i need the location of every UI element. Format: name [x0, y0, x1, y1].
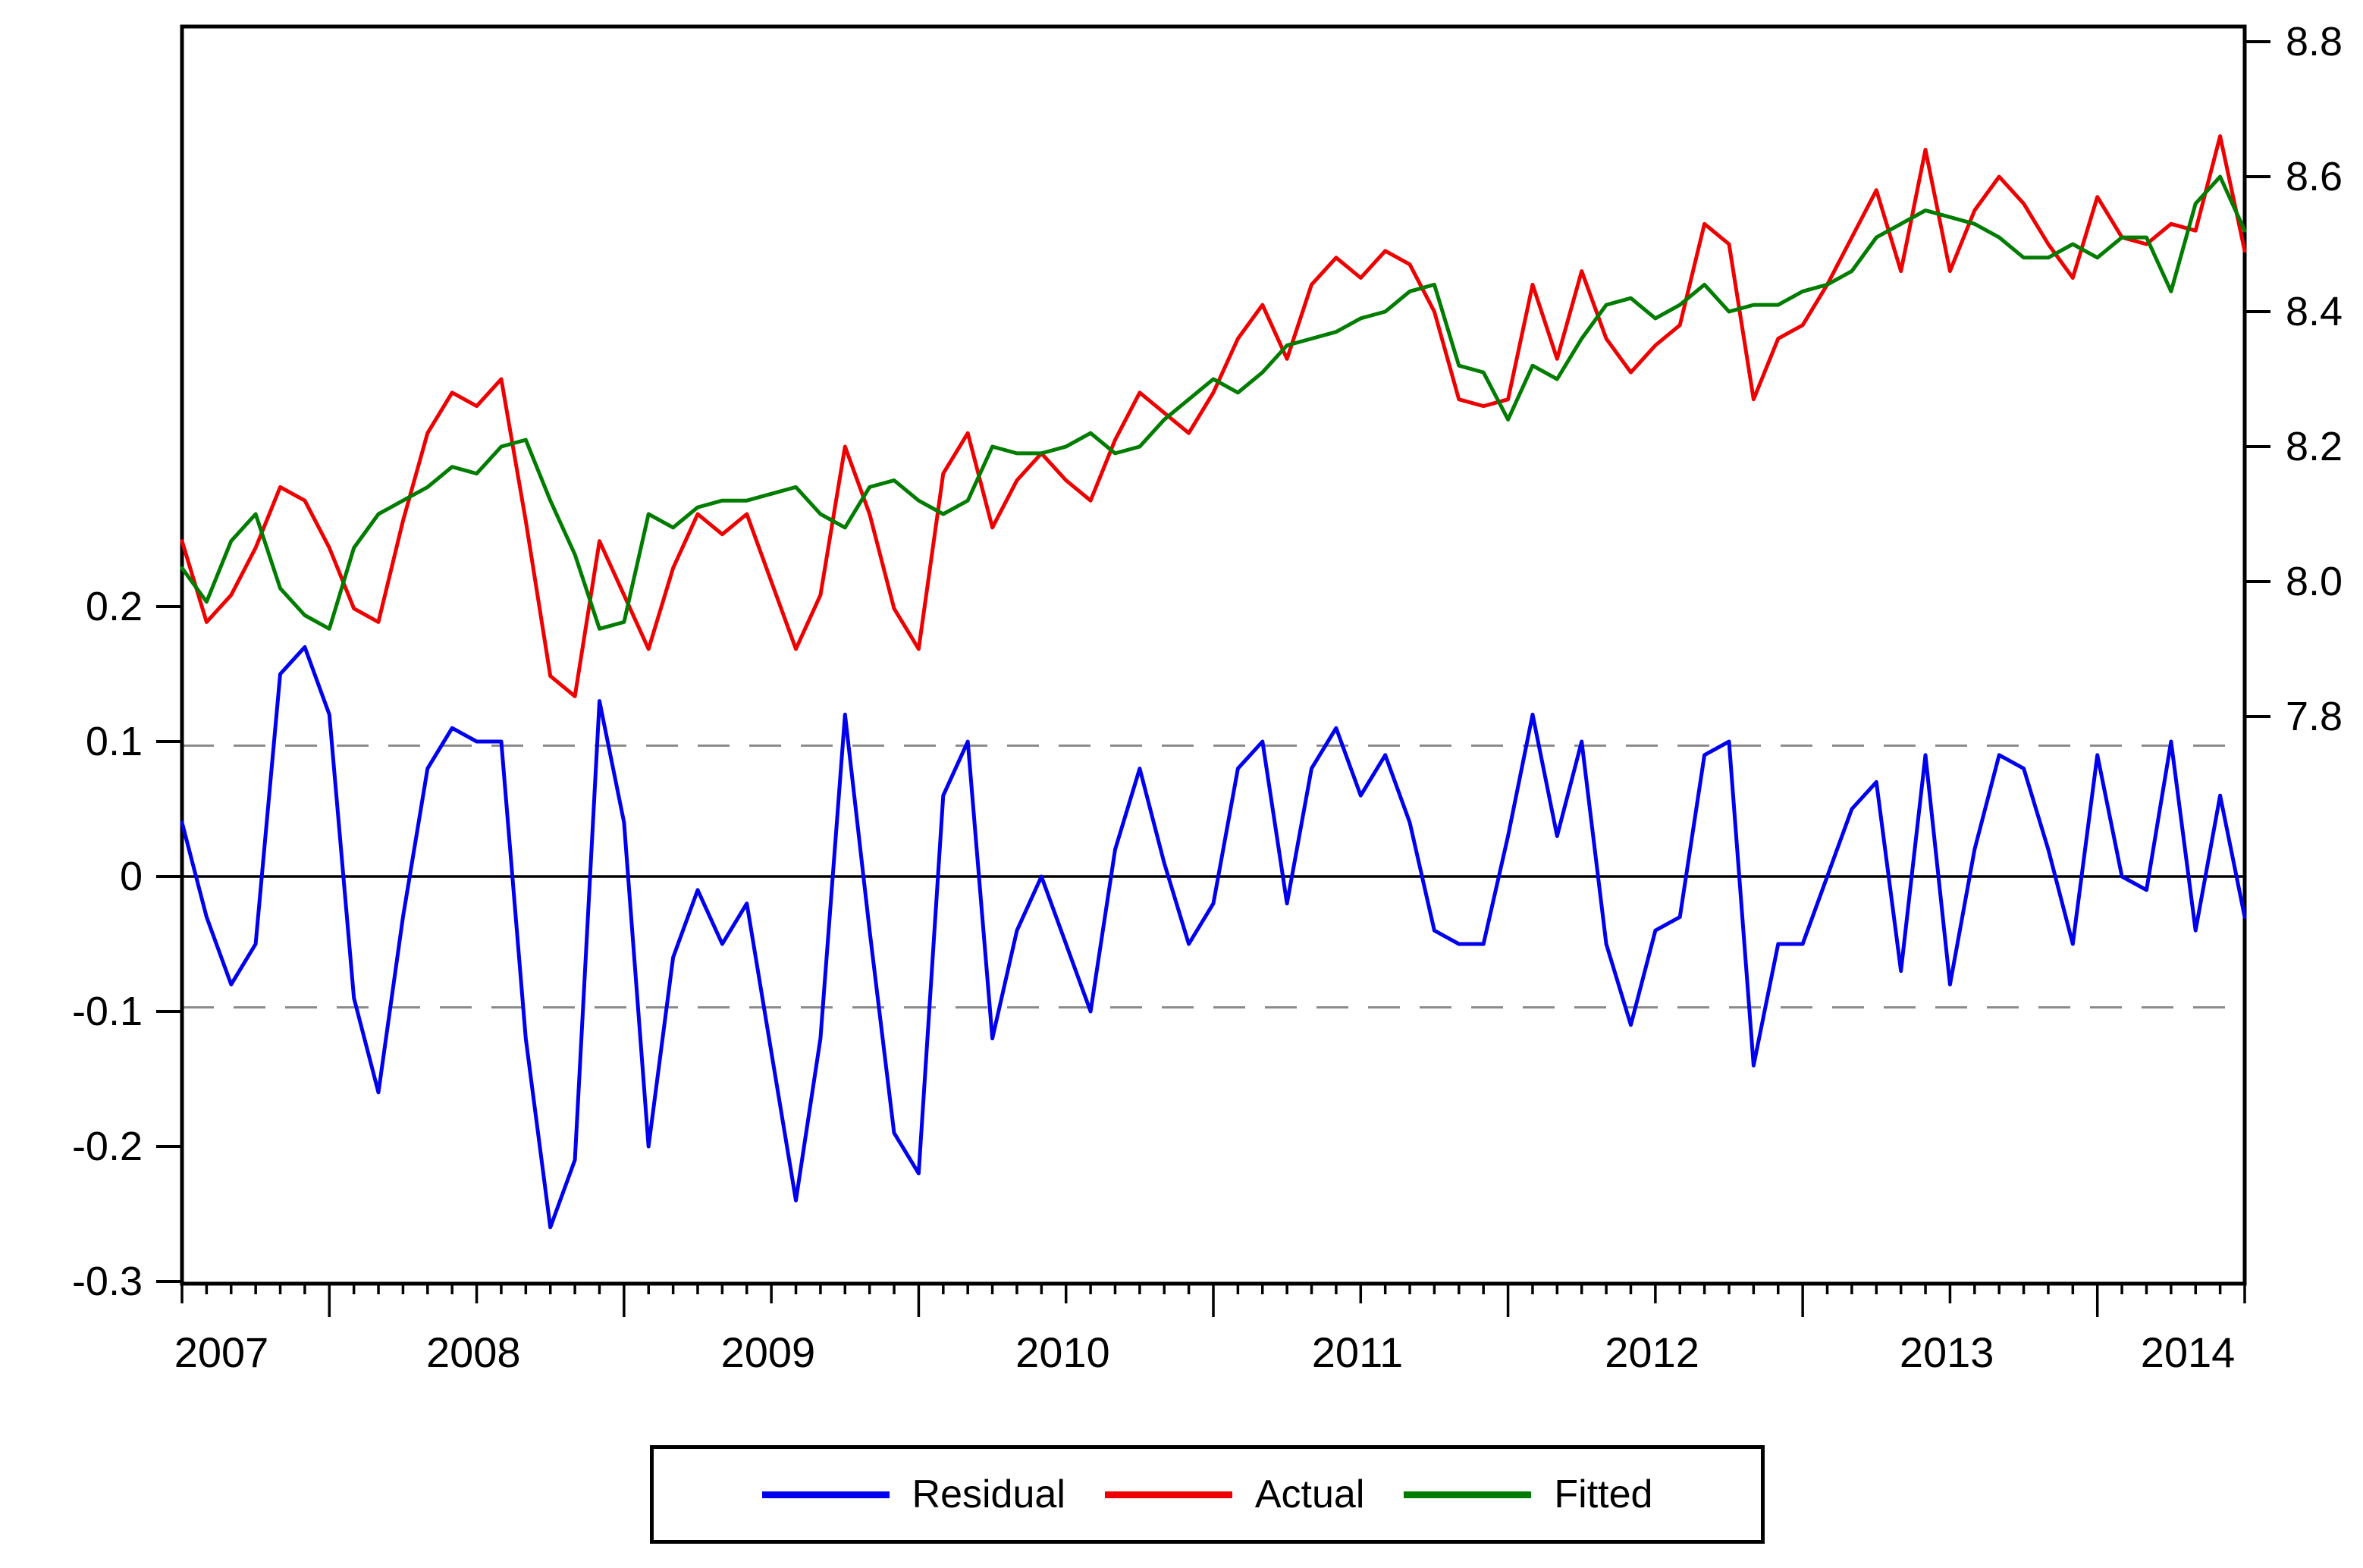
- series-line-fitted: [180, 174, 2247, 631]
- x-axis-year-label: 2012: [1605, 1328, 1699, 1376]
- right-axis-tick-label: 8.8: [2286, 19, 2343, 64]
- right-axis-tick-label: 8.4: [2286, 289, 2343, 334]
- legend-label-actual: Actual: [1254, 1472, 1365, 1516]
- x-axis-year-label: 2014: [2141, 1328, 2236, 1376]
- left-axis-tick-label: -0.3: [72, 1259, 143, 1304]
- legend-item-residual: Residual: [761, 1472, 1065, 1516]
- x-axis-year-label: 2009: [721, 1328, 816, 1376]
- legend-item-fitted: Fitted: [1404, 1475, 1652, 1514]
- left-axis-tick-label: -0.1: [72, 989, 143, 1034]
- x-axis-year-label: 2008: [426, 1328, 521, 1376]
- legend-item-actual: Actual: [1104, 1472, 1365, 1516]
- left-axis-tick-label: -0.2: [72, 1124, 143, 1169]
- legend: Residual Actual Fitted: [650, 1445, 1765, 1544]
- legend-label-residual: Residual: [912, 1472, 1065, 1516]
- series-line-actual: [180, 134, 2247, 698]
- fitted-line-swatch: [1404, 1491, 1532, 1498]
- legend-label-fitted: Fitted: [1554, 1472, 1653, 1516]
- x-axis-year-label: 2007: [174, 1328, 269, 1376]
- x-axis-year-label: 2013: [1900, 1328, 1994, 1376]
- right-axis-tick-label: 7.8: [2286, 694, 2343, 739]
- left-axis-tick-label: 0.1: [86, 719, 143, 764]
- right-axis-tick-label: 8.2: [2286, 424, 2343, 469]
- residual-line-swatch: [761, 1491, 890, 1498]
- right-axis-tick-label: 8.6: [2286, 154, 2343, 199]
- actual-line-swatch: [1104, 1491, 1232, 1498]
- right-axis-tick-label: 8.0: [2286, 559, 2343, 604]
- x-axis-year-label: 2011: [1312, 1328, 1403, 1376]
- series-line-residual: [180, 644, 2247, 1230]
- plot-border: [180, 24, 2247, 1286]
- x-axis-year-label: 2010: [1015, 1328, 1110, 1376]
- left-axis-tick-label: 0: [120, 854, 143, 899]
- left-axis-tick-label: 0.2: [86, 584, 143, 629]
